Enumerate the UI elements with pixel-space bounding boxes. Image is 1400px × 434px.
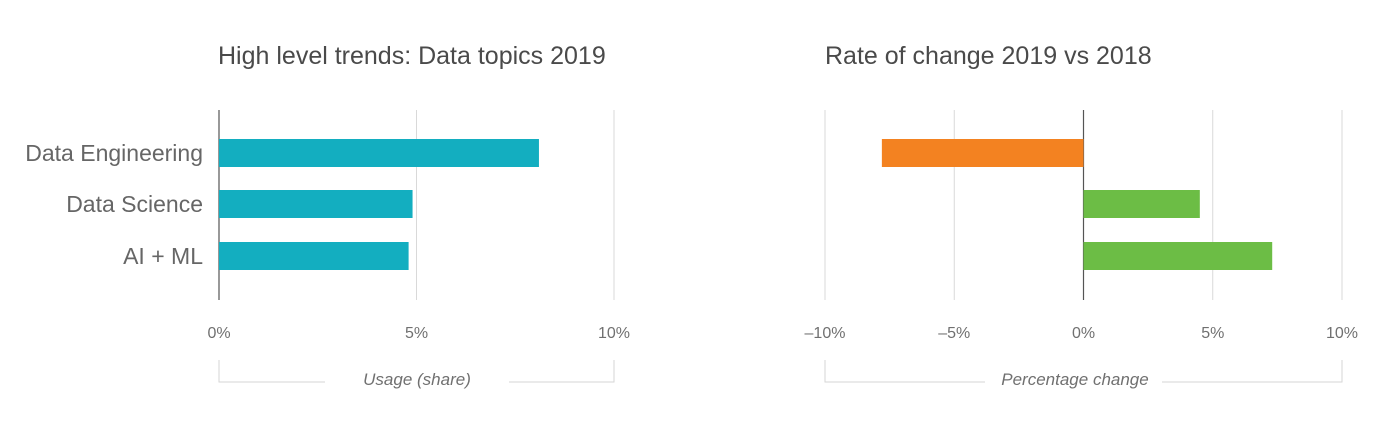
- bar-usage-data-science: [219, 190, 413, 218]
- chart-title-rate-of-change: Rate of change 2019 vs 2018: [825, 42, 1152, 70]
- axis-label-bracket-rate-of-change: [824, 360, 1343, 383]
- x-tick-label: 10%: [598, 325, 630, 342]
- category-labels-usage: Data Engineering Data Science AI + ML: [25, 140, 203, 269]
- bar-rate-of-change-data-science: [1083, 190, 1200, 218]
- category-label: Data Science: [66, 191, 203, 217]
- bars-rate-of-change: [881, 139, 1273, 270]
- tick-labels-usage: 0% 5% 10%: [207, 325, 630, 342]
- x-tick-label: 0%: [207, 325, 230, 342]
- category-label: AI + ML: [123, 243, 203, 269]
- x-tick-label: 0%: [1072, 325, 1095, 342]
- axis-label-bracket-usage: [218, 360, 615, 383]
- bar-usage-data-engineering: [219, 139, 539, 167]
- x-axis-label-rate-of-change: Percentage change: [1001, 370, 1148, 389]
- bar-rate-of-change-data-engineering: [881, 139, 1084, 167]
- x-axis-label-usage: Usage (share): [363, 370, 471, 389]
- chart-title-usage: High level trends: Data topics 2019: [218, 42, 606, 70]
- tick-labels-rate-of-change: –10% –5% 0% 5% 10%: [805, 325, 1358, 342]
- bar-usage-ai-ml: [219, 242, 409, 270]
- x-tick-label: 10%: [1326, 325, 1358, 342]
- bar-rate-of-change-ai-ml: [1083, 242, 1273, 270]
- category-label: Data Engineering: [25, 140, 203, 166]
- bars-usage: [219, 139, 539, 270]
- chart-rate-of-change: Rate of change 2019 vs 2018 –10% –5% 0% 5% 1…: [805, 42, 1358, 389]
- x-tick-label: –10%: [805, 325, 846, 342]
- chart-usage: High level trends: Data topics 2019 Data…: [25, 42, 630, 389]
- x-tick-label: 5%: [1201, 325, 1224, 342]
- x-tick-label: –5%: [938, 325, 970, 342]
- x-tick-label: 5%: [405, 325, 428, 342]
